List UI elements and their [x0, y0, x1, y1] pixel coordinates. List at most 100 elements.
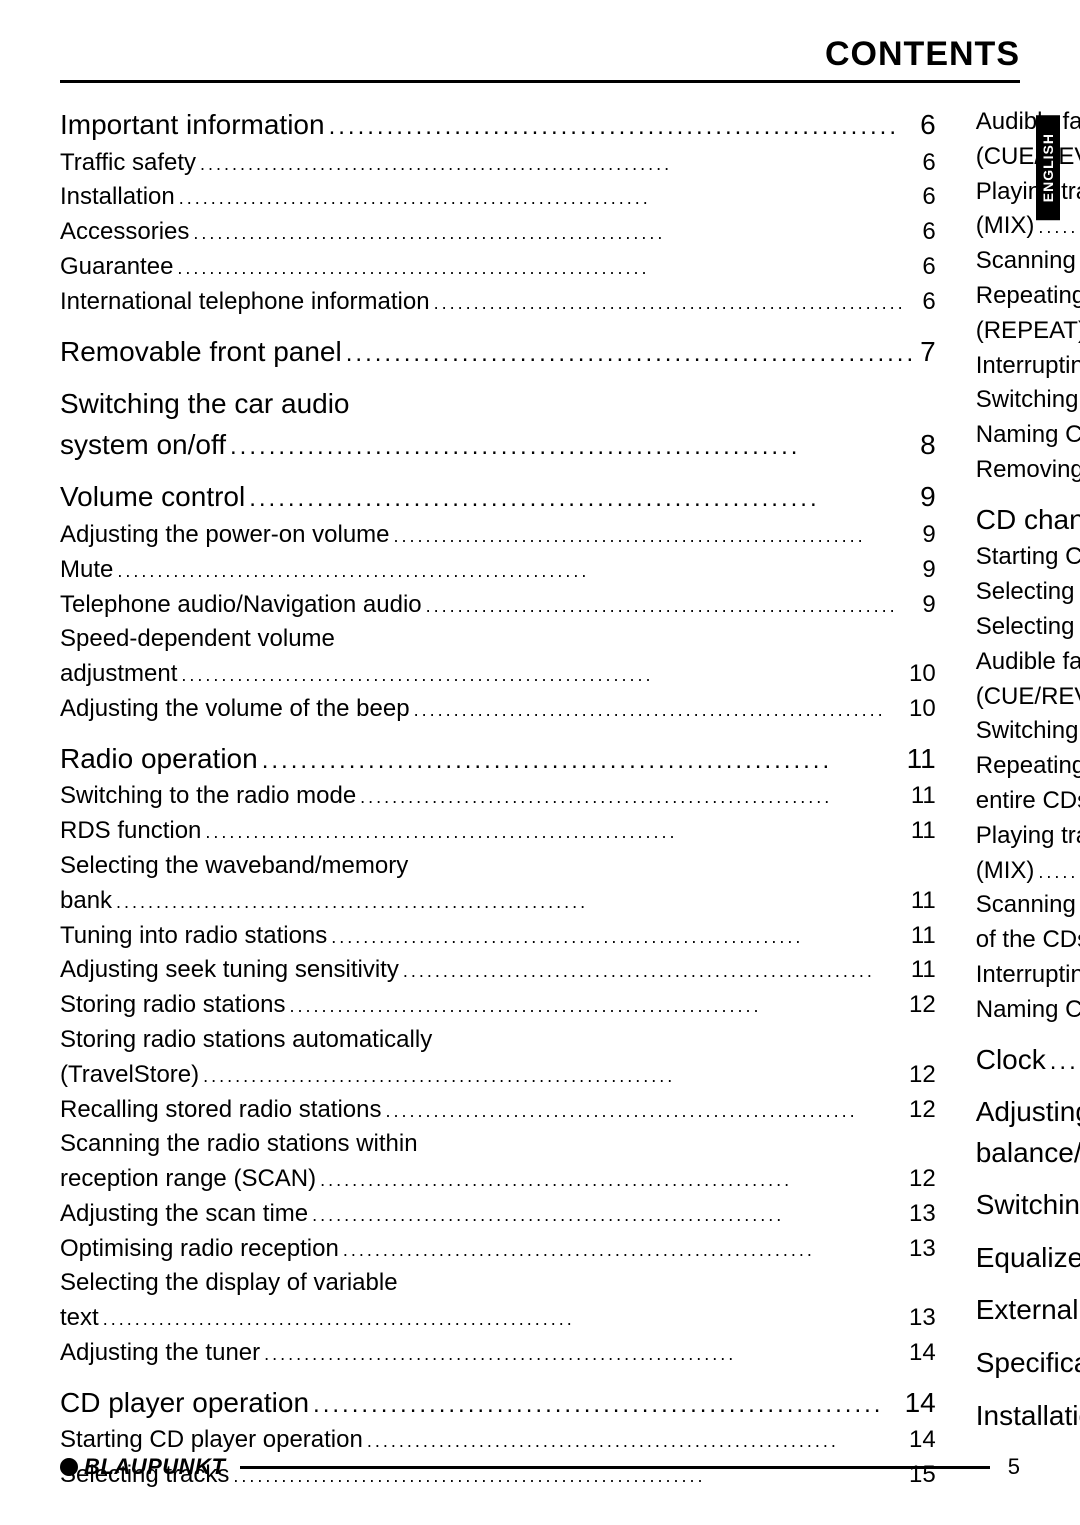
toc-page: 13: [909, 1197, 936, 1232]
toc-dots: ........................................…: [285, 993, 909, 1019]
toc-item: reception range (SCAN)..................…: [60, 1162, 936, 1197]
toc-text: reception range (SCAN): [60, 1162, 316, 1197]
toc-dots: ........................................…: [201, 819, 910, 845]
toc-section-head: Radio operation.........................…: [60, 739, 936, 780]
toc-item: (MIX)...................................…: [976, 854, 1080, 889]
toc-item: Adjusting the power-on volume...........…: [60, 518, 936, 553]
toc-item: Switching to the radio mode.............…: [60, 779, 936, 814]
toc-section-head: Important information...................…: [60, 105, 936, 146]
toc-dots: ........................................…: [363, 1428, 909, 1454]
toc-page: 6: [922, 250, 935, 285]
header: CONTENTS: [60, 35, 1020, 83]
brand: BLAUPUNKT: [60, 1454, 225, 1480]
toc-page: 13: [909, 1232, 936, 1267]
toc-dots: ........................................…: [1046, 1045, 1080, 1080]
toc-item: Switching the display mode..............…: [976, 714, 1080, 749]
toc-section-head: CD changer operation....................…: [976, 500, 1080, 541]
toc-page: 13: [909, 1301, 936, 1336]
toc-item: entire CDs (REPEAT).....................…: [976, 784, 1080, 819]
toc-item: (CUE/REVIEW)............................…: [976, 680, 1080, 715]
page-title: CONTENTS: [60, 35, 1020, 74]
brand-dot-icon: [60, 1458, 78, 1476]
toc-section-head: External audio sources..................…: [976, 1290, 1080, 1331]
toc-dots: ........................................…: [399, 958, 911, 984]
toc-item-wrap: Selecting the waveband/memory: [60, 849, 936, 884]
toc-page: 11: [907, 739, 936, 780]
toc-page: 14: [905, 1383, 936, 1424]
toc-section: Switching the car audiosystem on/off....…: [60, 384, 936, 465]
toc-dots: ........................................…: [382, 1098, 910, 1124]
toc-item: Optimising radio reception..............…: [60, 1232, 936, 1267]
toc-text: Tuning into radio stations: [60, 919, 327, 954]
toc-dots: ........................................…: [309, 1388, 905, 1423]
toc-text: Accessories: [60, 215, 189, 250]
toc-item-wrap: Audible fast forward/reverse: [976, 105, 1080, 140]
toc-text: CD player operation: [60, 1383, 309, 1424]
toc-section: Removable front panel...................…: [60, 332, 936, 373]
footer-divider: [240, 1466, 989, 1469]
toc-dots: ........................................…: [199, 1063, 909, 1089]
toc-item-wrap: Repeating individual tracks: [976, 279, 1080, 314]
toc-text: Switching the display mode: [976, 714, 1080, 749]
toc-page: 6: [922, 146, 935, 181]
toc-text: Switching the display mode: [976, 383, 1080, 418]
toc-page: 11: [911, 779, 936, 814]
toc-text: Scanning tracks (SCAN): [976, 244, 1080, 279]
toc-item-wrap: Playing tracks in random order: [976, 819, 1080, 854]
toc-section: Clock...................................…: [976, 1040, 1080, 1081]
toc-text: Adjusting the tuner: [60, 1336, 260, 1371]
toc-section-head: Removable front panel...................…: [60, 332, 936, 373]
toc-section: Installation instructions...............…: [976, 1396, 1080, 1437]
toc-item: Mute....................................…: [60, 553, 936, 588]
toc-text: Specifications: [976, 1343, 1080, 1384]
toc-page: 7: [920, 332, 936, 373]
toc-page: 10: [909, 692, 936, 727]
toc-text: (MIX): [976, 854, 1035, 889]
toc-text: Adjusting the power-on volume: [60, 518, 390, 553]
toc-dots: ........................................…: [430, 290, 923, 316]
toc-text: entire CDs (REPEAT): [976, 784, 1080, 819]
toc-page: 9: [922, 518, 935, 553]
toc-section-head: Installation instructions...............…: [976, 1396, 1080, 1437]
toc-item: Selecting tracks........................…: [976, 610, 1080, 645]
toc-text: Switching Loudness on/off: [976, 1185, 1080, 1226]
toc-page: 6: [922, 285, 935, 320]
toc-text: adjustment: [60, 657, 177, 692]
toc-dots: ........................................…: [175, 185, 923, 211]
toc-dots: ........................................…: [112, 889, 911, 915]
toc-item: Selecting CDs...........................…: [976, 575, 1080, 610]
brand-text: BLAUPUNKT: [84, 1454, 225, 1480]
toc-page: 12: [909, 1093, 936, 1128]
toc-text: Interrupting playback (PAUSE): [976, 349, 1080, 384]
toc-item: Adjusting the scan time.................…: [60, 1197, 936, 1232]
toc-section-head: Clock...................................…: [976, 1040, 1080, 1081]
toc-page: 12: [909, 988, 936, 1023]
toc-item: Traffic safety..........................…: [60, 146, 936, 181]
toc-section-head: system on/off...........................…: [60, 425, 936, 466]
toc-item: (MIX)...................................…: [976, 209, 1080, 244]
toc-text: Removable front panel: [60, 332, 342, 373]
toc-text: Interrupting playback (PAUSE): [976, 958, 1080, 993]
toc-item: International telephone information.....…: [60, 285, 936, 320]
toc-text: RDS function: [60, 814, 201, 849]
toc-text: Removing the CD: [976, 453, 1080, 488]
toc-dots: ........................................…: [422, 593, 923, 619]
toc-column-left: Important information...................…: [60, 105, 936, 1505]
toc-text: Guarantee: [60, 250, 173, 285]
toc-dots: ........................................…: [177, 662, 909, 688]
toc-dots: ........................................…: [356, 784, 911, 810]
toc-text: Installation: [60, 180, 175, 215]
toc-text: system on/off: [60, 425, 226, 466]
toc-section: Volume control..........................…: [60, 477, 936, 726]
toc-text: (CUE/REVIEW): [976, 680, 1080, 715]
toc-column-right: Audible fast forward/reverse (CUE/REVIEW)…: [976, 105, 1080, 1505]
toc-text: Optimising radio reception: [60, 1232, 339, 1267]
toc-section: CD changer operation....................…: [976, 500, 1080, 1028]
toc-text: Switching to the radio mode: [60, 779, 356, 814]
toc-item: Tuning into radio stations..............…: [60, 919, 936, 954]
toc-page: 6: [922, 215, 935, 250]
toc-text: (TravelStore): [60, 1058, 199, 1093]
toc-page: 9: [920, 477, 936, 518]
toc-text: Naming CDs: [976, 418, 1080, 453]
toc-dots: ........................................…: [342, 337, 920, 372]
